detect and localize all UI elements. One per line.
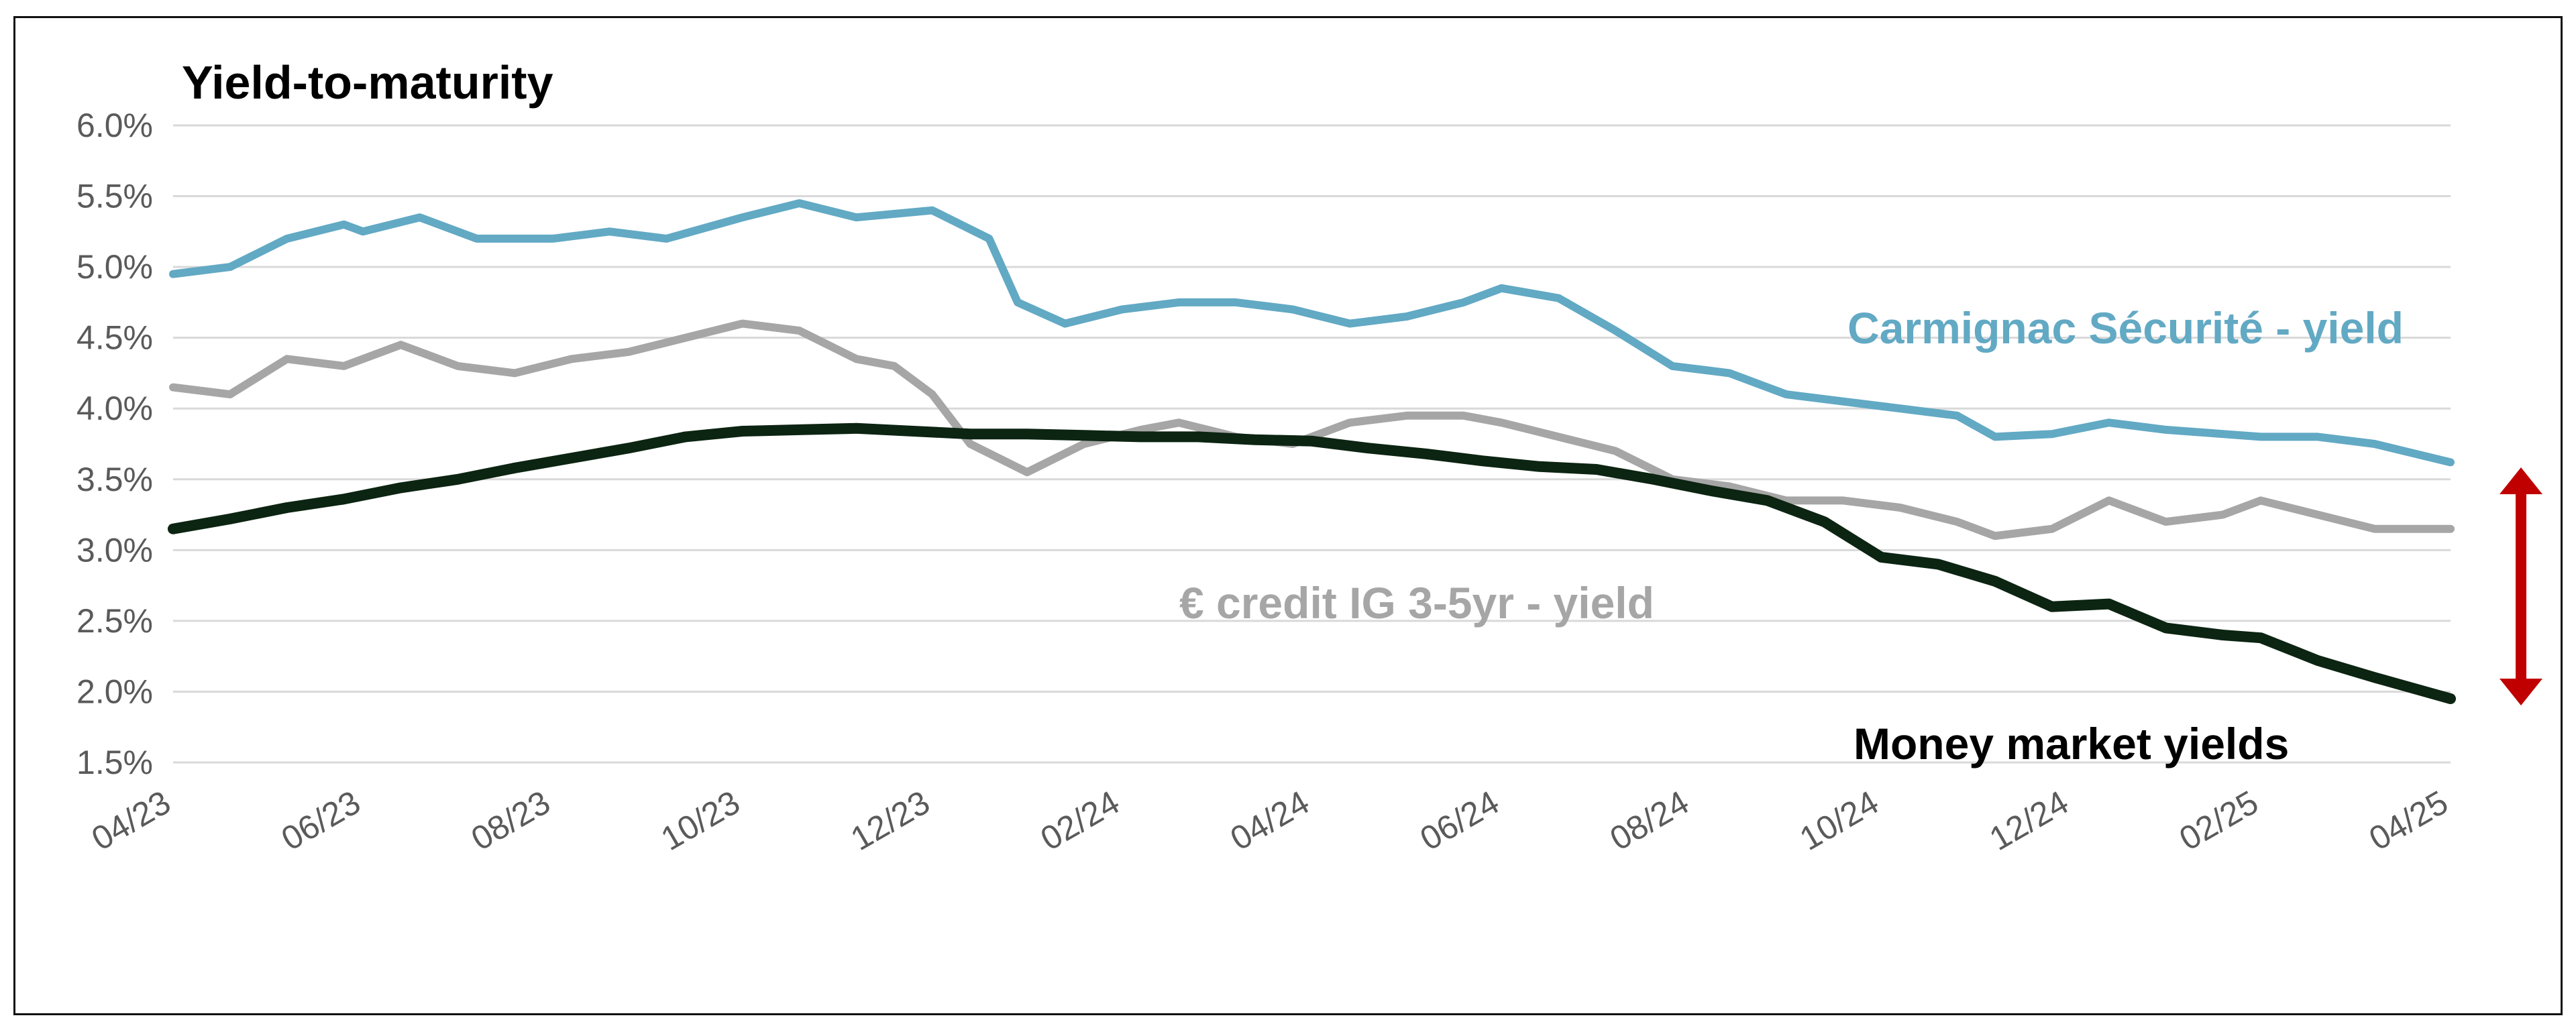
y-tick-label: 5.0% [76,248,153,286]
spread-arrow-head-down [2500,679,2542,705]
series-label-carmignac: Carmignac Sécurité - yield [1847,303,2404,353]
x-tick-label: 08/24 [1603,783,1695,858]
y-tick-label: 4.0% [76,390,153,427]
spread-arrow-head-up [2500,467,2542,494]
series-label-money-market: Money market yields [1854,719,2289,768]
x-tick-label: 04/24 [1224,783,1316,858]
y-tick-label: 2.5% [76,602,153,640]
x-tick-label: 12/23 [845,783,936,858]
chart-frame: 6.0% 5.5% 5.0% 4.5% 4.0% 3.5% 3.0% 2.5% 2.0% 1.5%… [13,16,2563,1015]
x-tick-label: 12/24 [1983,783,2074,858]
x-tick-label: 04/23 [85,783,176,858]
x-tick-label: 06/24 [1414,783,1505,858]
series-line-carmignac [169,199,2455,467]
y-tick-label: 3.5% [76,461,153,498]
x-tick-label: 08/23 [465,783,556,858]
x-tick-label: 04/25 [2363,783,2454,858]
y-tick-label: 3.0% [76,531,153,569]
series-line-money-market [168,422,2456,704]
x-tick-label: 02/24 [1034,783,1126,858]
line-chart: 6.0% 5.5% 5.0% 4.5% 4.0% 3.5% 3.0% 2.5% 2.0% 1.5%… [76,56,2542,858]
y-tick-label: 1.5% [76,744,153,781]
chart-title: Yield-to-maturity [182,56,553,109]
x-tick-label: 10/23 [655,783,746,858]
x-tick-label: 02/25 [2173,783,2264,858]
x-tick-label: 06/23 [275,783,366,858]
series-line-credit [169,319,2455,540]
y-tick-label: 5.5% [76,178,153,215]
y-tick-label: 4.5% [76,319,153,357]
y-tick-label: 2.0% [76,673,153,710]
series-label-credit: € credit IG 3-5yr - yield [1179,578,1654,628]
y-tick-label: 6.0% [76,107,153,144]
x-tick-label: 10/24 [1793,783,1884,858]
